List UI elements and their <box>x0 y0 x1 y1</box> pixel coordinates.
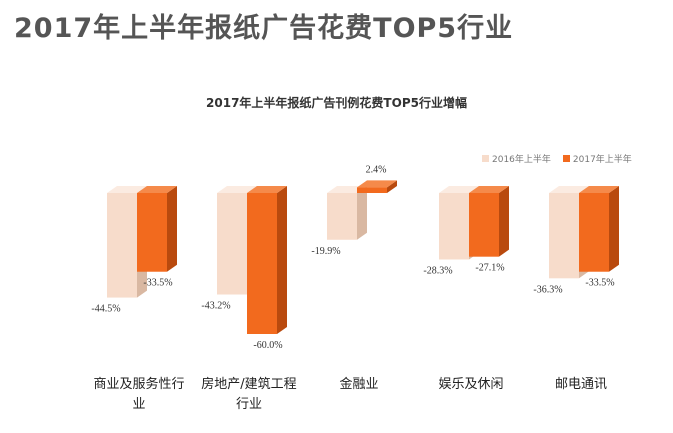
bar-0-2 <box>327 193 357 240</box>
chart-legend: 2016年上半年 2017年上半年 <box>482 152 632 165</box>
bar-side-1-4 <box>609 186 619 272</box>
bar-0-1 <box>217 193 247 295</box>
bar-side-1-2 <box>387 180 397 193</box>
value-label-0-3: -28.3% <box>423 266 452 277</box>
category-label-1-0: 房地产/建筑工程 <box>201 376 296 392</box>
bar-top-0-1 <box>217 186 257 193</box>
bar-top-0-4 <box>549 186 589 193</box>
category-label-4-0: 邮电通讯 <box>555 377 607 392</box>
bar-1-1 <box>247 193 277 334</box>
bar-top-0-3 <box>439 186 479 193</box>
legend-item-2017: 2017年上半年 <box>562 152 632 165</box>
value-label-1-4: -33.5% <box>585 278 614 289</box>
value-label-1-2: 2.4% <box>366 164 387 175</box>
category-label-0-0: 商业及服务性行 <box>93 376 184 392</box>
bar-0-4 <box>549 193 579 279</box>
bar-side-1-0 <box>167 186 177 272</box>
bar-side-1-3 <box>499 186 509 257</box>
legend-label-2017: 2017年上半年 <box>572 155 632 165</box>
bar-1-0 <box>137 193 167 272</box>
bar-side-1-1 <box>277 186 287 334</box>
value-label-1-1: -60.0% <box>253 340 282 351</box>
category-label-2-0: 金融业 <box>339 376 378 392</box>
value-label-0-0: -44.5% <box>91 304 120 315</box>
legend-item-2016: 2016年上半年 <box>482 152 551 165</box>
bar-top-1-4 <box>579 186 619 193</box>
value-label-1-0: -33.5% <box>143 278 172 289</box>
bar-top-1-2 <box>357 180 397 188</box>
bar-1-3 <box>469 193 499 257</box>
bar-1-2 <box>357 187 387 193</box>
bar-top-1-3 <box>469 186 509 193</box>
legend-swatch-2017 <box>562 155 570 162</box>
bar-0-0 <box>107 193 137 298</box>
value-label-0-1: -43.2% <box>201 301 230 312</box>
bar-top-0-0 <box>107 186 147 193</box>
legend-swatch-2016 <box>482 155 489 162</box>
value-label-1-3: -27.1% <box>475 263 504 274</box>
chart-title: 2017年上半年报纸广告刊例花费TOP5行业增幅 <box>206 96 467 110</box>
bar-0-3 <box>439 193 469 260</box>
value-label-0-4: -36.3% <box>533 284 562 295</box>
page-title: 2017年上半年报纸广告花费TOP5行业 <box>14 13 514 44</box>
bar-top-1-1 <box>247 186 287 193</box>
legend-label-2016: 2016年上半年 <box>492 155 551 165</box>
bar-top-1-0 <box>137 186 177 193</box>
category-label-3-0: 娱乐及休闲 <box>438 377 503 392</box>
category-label-1-1: 行业 <box>236 397 262 412</box>
category-label-0-1: 业 <box>132 397 145 412</box>
value-label-0-2: -19.9% <box>311 246 340 257</box>
bar-1-4 <box>579 193 609 272</box>
bar-side-0-2 <box>357 186 367 240</box>
